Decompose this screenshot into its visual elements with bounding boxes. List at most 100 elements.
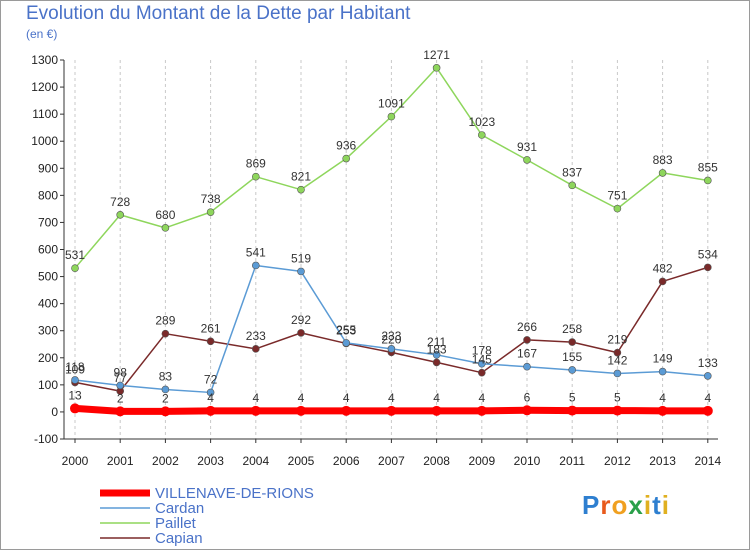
y-tick-label: 100 — [38, 378, 58, 392]
data-label: 258 — [562, 322, 582, 336]
data-label: 142 — [607, 353, 627, 367]
data-point — [567, 405, 578, 416]
legend-label: Capian — [155, 530, 203, 547]
data-point — [71, 264, 79, 272]
data-point — [612, 405, 623, 416]
data-point — [432, 64, 441, 72]
data-label: 149 — [653, 352, 673, 366]
data-point — [703, 176, 712, 185]
data-label: 855 — [698, 160, 718, 174]
data-label: 680 — [155, 208, 175, 222]
data-point — [342, 154, 351, 163]
data-label: 5 — [569, 391, 576, 405]
data-label: 178 — [472, 344, 492, 358]
data-point — [341, 405, 352, 416]
data-point — [116, 211, 124, 219]
data-label: 77 — [114, 371, 128, 385]
data-label: 5 — [614, 391, 621, 405]
x-tick-label: 2011 — [559, 454, 585, 468]
data-point — [297, 329, 305, 337]
data-point — [568, 366, 577, 374]
y-tick-label: 1100 — [32, 107, 58, 121]
data-label: 931 — [517, 140, 537, 154]
data-point — [523, 336, 531, 344]
data-label: 534 — [698, 247, 718, 261]
x-tick-label: 2007 — [378, 454, 405, 468]
data-point — [523, 362, 531, 371]
data-label: 83 — [159, 369, 173, 383]
data-label: 233 — [381, 329, 401, 343]
data-point — [161, 224, 170, 232]
x-tick-label: 2009 — [468, 454, 495, 468]
y-tick-label: 700 — [38, 215, 58, 229]
data-point — [252, 261, 260, 270]
data-label: 1023 — [468, 115, 495, 129]
data-point — [116, 381, 124, 390]
data-label: 155 — [562, 350, 582, 364]
data-label: 4 — [298, 391, 305, 405]
data-point — [613, 204, 622, 213]
x-tick-label: 2012 — [604, 454, 631, 468]
legend-item-cardan: Cardan — [100, 500, 204, 517]
data-point — [431, 405, 442, 416]
data-point — [476, 405, 487, 416]
chart-subtitle: (en €) — [26, 27, 58, 41]
data-point — [342, 339, 351, 347]
data-point — [160, 406, 171, 417]
data-label: 1271 — [423, 48, 450, 62]
data-label: 1091 — [378, 97, 405, 111]
data-label: 821 — [291, 170, 311, 184]
data-point — [657, 405, 668, 416]
data-point — [115, 406, 126, 417]
data-label: 4 — [659, 391, 666, 405]
data-label: 261 — [201, 321, 221, 335]
axes-layer: -100 0 100 200 300 400 500 600 700 800 900 1000 1100… — [31, 53, 721, 468]
legend-label: Paillet — [155, 515, 197, 532]
data-point — [250, 405, 261, 416]
data-point — [703, 263, 712, 272]
data-label: 4 — [388, 391, 395, 405]
data-label: 167 — [517, 347, 537, 361]
x-tick-label: 2004 — [242, 454, 269, 468]
x-tick-label: 2008 — [423, 454, 450, 468]
data-label: 233 — [246, 329, 266, 343]
x-tick-label: 2014 — [694, 454, 721, 468]
y-tick-label: 1200 — [31, 80, 58, 94]
data-point — [568, 338, 577, 346]
data-label: 883 — [653, 153, 673, 167]
data-label: 253 — [336, 323, 356, 337]
y-tick-label: 400 — [38, 297, 58, 311]
legend-item-villenave-de-rions: VILLENAVE-DE-RIONS — [100, 485, 314, 502]
data-label: 541 — [246, 245, 266, 259]
y-tick-label: 300 — [38, 324, 58, 338]
data-label: 183 — [427, 342, 447, 356]
data-labels-layer: 13 2 2 4 4 4 4 4 4 4 6 5 5 4 4 118 98 83 72 541 519 255 233 211… — [65, 48, 718, 406]
data-label: 519 — [291, 251, 311, 265]
data-label: 98 — [114, 365, 128, 379]
data-label: 145 — [472, 353, 492, 367]
data-label: 219 — [607, 333, 627, 347]
x-tick-label: 2010 — [514, 454, 541, 468]
logo-letter: t — [652, 490, 662, 520]
logo-letter: i — [661, 490, 670, 520]
data-point — [613, 369, 622, 378]
data-label: 728 — [110, 195, 130, 209]
data-label: 6 — [524, 390, 531, 404]
data-point — [297, 267, 305, 276]
logo-letter: r — [600, 490, 612, 520]
data-label: 4 — [252, 391, 259, 405]
data-point — [297, 185, 305, 194]
data-point — [161, 329, 170, 338]
x-tick-label: 2013 — [649, 454, 676, 468]
data-point — [658, 169, 667, 177]
data-point — [71, 376, 79, 384]
data-label: 133 — [698, 356, 718, 370]
x-tick-label: 2003 — [197, 454, 224, 468]
data-point — [703, 372, 712, 380]
data-label: 531 — [65, 248, 85, 262]
data-label: 220 — [381, 332, 401, 346]
data-point — [206, 208, 215, 216]
series-cardan — [71, 261, 712, 397]
data-label: 738 — [201, 192, 221, 206]
data-point — [658, 277, 667, 286]
